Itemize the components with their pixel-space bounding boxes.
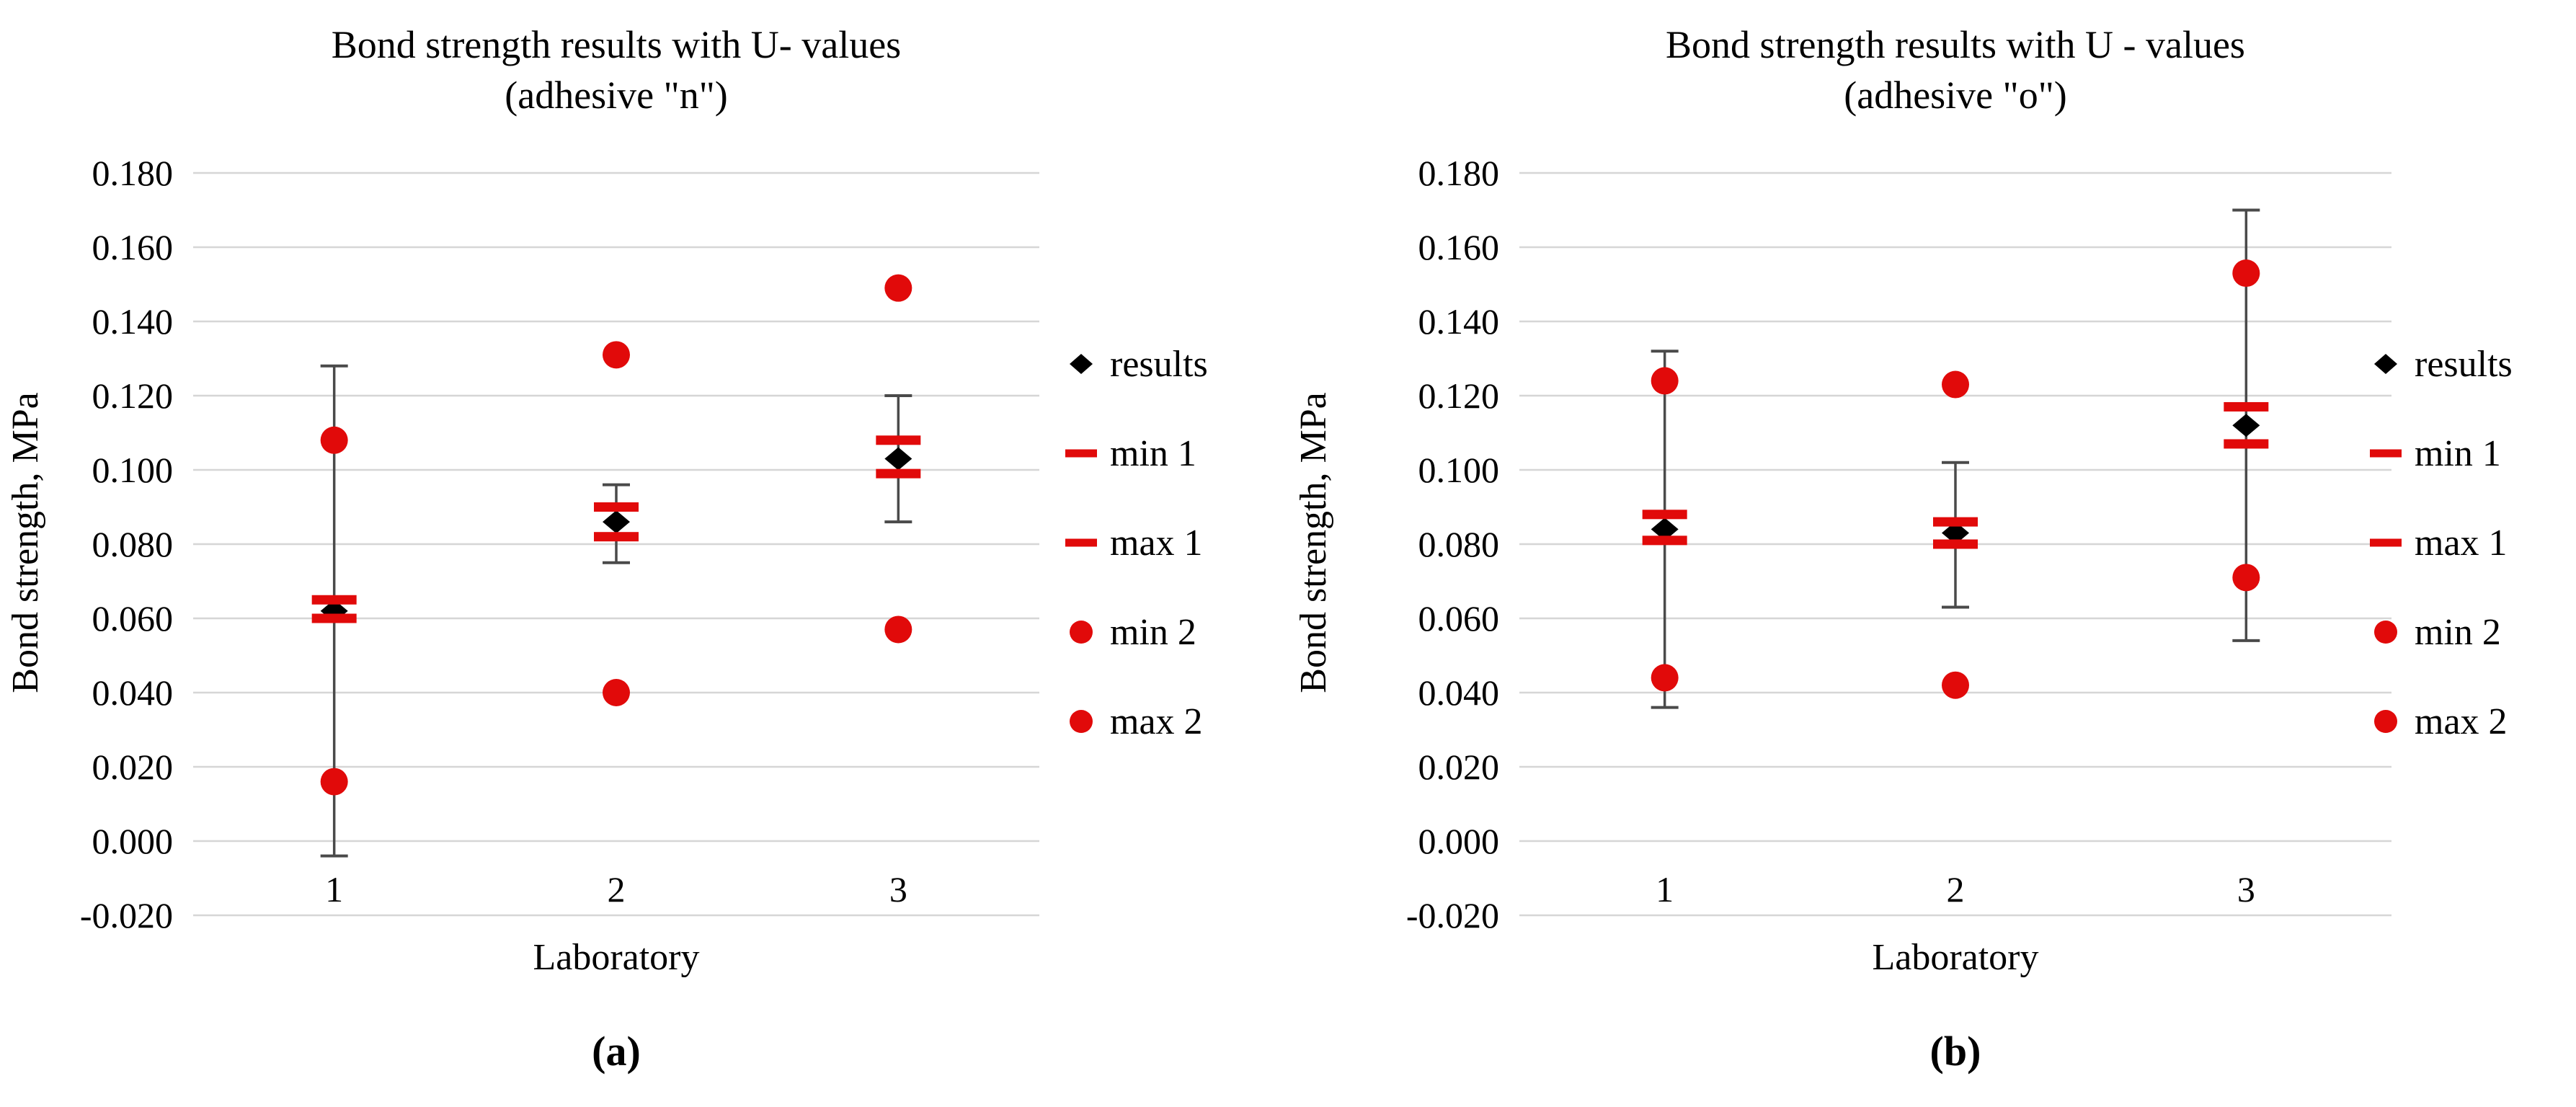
y-tick-label: -0.020 [1406, 895, 1499, 935]
marker-max2-lab3 [884, 274, 912, 302]
marker-min2-lab3 [2232, 564, 2260, 592]
marker-max2-lab1 [320, 426, 348, 454]
x-tick-label: 1 [1656, 869, 1674, 910]
chart-subtitle: (adhesive "n") [505, 74, 727, 117]
y-tick-label: 0.040 [1418, 672, 1500, 713]
legend-item-label: results [2415, 344, 2513, 385]
marker-min1-lab2 [1933, 539, 1978, 549]
x-axis-title: Laboratory [533, 937, 699, 978]
marker-min2-lab1 [320, 768, 348, 796]
y-tick-label: 0.120 [92, 375, 174, 416]
marker-max1-lab1 [1642, 510, 1687, 520]
marker-max2-lab2 [603, 341, 630, 369]
y-tick-label: 0.180 [1418, 153, 1500, 193]
marker-min1-lab1 [311, 613, 357, 623]
marker-max2-lab1 [1651, 367, 1679, 395]
legend-marker-min2 [2374, 621, 2397, 644]
y-tick-label: 0.180 [92, 153, 174, 193]
legend-item-label: max 2 [1110, 701, 1203, 742]
marker-max2-lab2 [1942, 370, 1969, 399]
chart-panel-b: Bond strength results with U - values (ad… [1288, 0, 2576, 1107]
y-tick-label: 0.020 [92, 747, 174, 787]
marker-min2-lab3 [884, 615, 912, 644]
y-tick-label: 0.120 [1418, 375, 1500, 416]
y-tick-label: 0.080 [1418, 524, 1500, 564]
legend-marker-max1 [1065, 538, 1097, 547]
legend-item-label: min 1 [1110, 433, 1196, 474]
chart-b: Bond strength results with U - values (ad… [1293, 23, 2513, 1075]
legend-marker-min1 [1065, 449, 1097, 458]
y-tick-label: 0.160 [92, 227, 174, 267]
y-tick-label: 0.040 [92, 672, 174, 713]
marker-min2-lab2 [603, 679, 630, 706]
marker-results-lab3 [2232, 414, 2260, 437]
marker-results-lab2 [1942, 521, 1969, 545]
legend-marker-results [1070, 354, 1093, 374]
legend-item-label: min 2 [1110, 612, 1196, 653]
marker-results-lab1 [1651, 517, 1679, 541]
y-tick-label: 0.160 [1418, 227, 1500, 267]
legend-item-label: min 1 [2415, 433, 2501, 474]
x-tick-label: 3 [889, 869, 907, 910]
legend-marker-results [2374, 354, 2397, 374]
marker-results-lab2 [603, 510, 630, 534]
y-tick-label: 0.000 [92, 821, 174, 861]
legend-marker-max1 [2370, 538, 2402, 547]
y-axis-title: Bond strength, MPa [5, 392, 46, 693]
panel-caption: (b) [1930, 1028, 1981, 1075]
legend-item-label: min 2 [2415, 612, 2501, 653]
legend-item-label: max 1 [1110, 523, 1203, 564]
marker-min1-lab1 [1642, 535, 1687, 546]
marker-max1-lab3 [876, 435, 921, 445]
marker-results-lab3 [884, 447, 912, 471]
chart-panel-a: Bond strength results with U- values (adh… [5, 23, 1208, 1075]
marker-max1-lab1 [311, 595, 357, 605]
y-axis-title: Bond strength, MPa [1293, 392, 1334, 693]
legend-marker-min2 [1070, 621, 1093, 644]
chart-subtitle: (adhesive "o") [1844, 74, 2066, 117]
y-tick-label: 0.100 [1418, 450, 1500, 490]
marker-max1-lab2 [594, 502, 639, 512]
marker-min2-lab2 [1942, 671, 1969, 699]
chart-title: Bond strength results with U - values [1666, 23, 2245, 66]
legend-item-label: results [1110, 344, 1208, 385]
y-tick-label: -0.020 [80, 895, 173, 935]
legend-item-label: max 2 [2415, 701, 2508, 742]
y-tick-label: 0.000 [1418, 821, 1500, 861]
marker-max2-lab3 [2232, 259, 2260, 288]
legend-marker-max2 [1070, 710, 1093, 733]
x-tick-label: 3 [2237, 869, 2255, 910]
y-tick-label: 0.100 [92, 450, 174, 490]
legend-marker-max2 [2374, 710, 2397, 733]
marker-max1-lab2 [1933, 517, 1978, 527]
x-axis-title: Laboratory [1872, 937, 2038, 978]
y-tick-label: 0.060 [1418, 598, 1500, 639]
marker-min1-lab3 [2224, 439, 2269, 449]
y-tick-label: 0.140 [92, 301, 174, 342]
marker-max1-lab3 [2224, 401, 2269, 412]
chart-title: Bond strength results with U- values [332, 23, 901, 66]
x-tick-label: 1 [325, 869, 343, 910]
y-tick-label: 0.140 [1418, 301, 1500, 342]
y-tick-label: 0.080 [92, 524, 174, 564]
marker-min1-lab3 [876, 468, 921, 479]
y-tick-label: 0.060 [92, 598, 174, 639]
y-tick-label: 0.020 [1418, 747, 1500, 787]
legend-marker-min1 [2370, 449, 2402, 458]
x-tick-label: 2 [608, 869, 626, 910]
panel-caption: (a) [592, 1028, 641, 1075]
chart-a: Bond strength results with U- values (adh… [5, 23, 1208, 1075]
marker-min2-lab1 [1651, 664, 1679, 692]
x-tick-label: 2 [1947, 869, 1965, 910]
marker-min1-lab2 [594, 532, 639, 542]
legend-item-label: max 1 [2415, 523, 2508, 564]
